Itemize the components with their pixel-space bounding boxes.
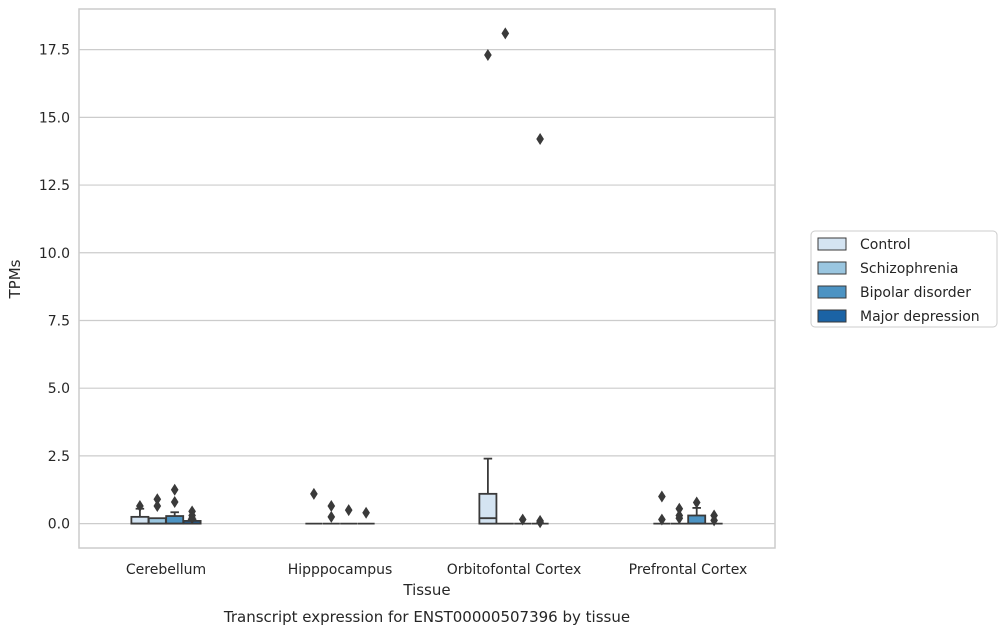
outlier-point bbox=[675, 512, 684, 525]
outlier-point bbox=[170, 483, 179, 496]
box bbox=[496, 27, 514, 525]
box-iqr bbox=[478, 492, 498, 525]
x-tick-label: Orbitofontal Cortex bbox=[447, 562, 582, 578]
legend: Control Schizophrenia Bipolar disorder Majo… bbox=[810, 230, 998, 328]
y-tick-label: 0.0 bbox=[48, 517, 70, 533]
outlier-point bbox=[710, 514, 718, 527]
legend-swatch bbox=[817, 285, 847, 299]
grid-lines bbox=[79, 49, 775, 525]
plot-area-frame bbox=[78, 8, 776, 549]
legend-entry: Schizophrenia bbox=[860, 261, 958, 277]
outlier-point bbox=[153, 500, 162, 513]
outlier-point bbox=[362, 506, 370, 519]
y-tick-label: 5.0 bbox=[48, 381, 70, 397]
y-tick-label: 10.0 bbox=[39, 246, 70, 262]
box bbox=[687, 496, 707, 525]
box-iqr bbox=[165, 515, 185, 525]
outlier-point bbox=[518, 513, 527, 526]
box bbox=[165, 483, 185, 525]
box bbox=[322, 500, 340, 525]
series-group bbox=[130, 49, 671, 526]
y-tick-label: 15.0 bbox=[39, 110, 70, 126]
outlier-point bbox=[170, 495, 179, 508]
box bbox=[514, 513, 532, 526]
series-group bbox=[182, 133, 723, 529]
box bbox=[478, 49, 498, 525]
legend-frame bbox=[810, 230, 998, 328]
legend-entry: Control bbox=[860, 237, 911, 253]
legend-swatch bbox=[817, 237, 847, 251]
box bbox=[705, 509, 723, 527]
legend-swatch bbox=[817, 261, 847, 275]
outlier-point bbox=[327, 500, 336, 513]
y-tick-label: 17.5 bbox=[39, 43, 70, 59]
box bbox=[670, 502, 688, 525]
outlier-point bbox=[501, 27, 510, 40]
y-tick-label: 7.5 bbox=[48, 313, 70, 329]
outlier-point bbox=[136, 500, 144, 513]
outlier-point bbox=[327, 510, 336, 523]
x-tick-labels: Cerebellum Hipppocampus Orbitofontal Corte… bbox=[126, 562, 747, 578]
x-tick-label: Hipppocampus bbox=[288, 562, 393, 578]
x-tick-label: Prefrontal Cortex bbox=[629, 562, 748, 578]
box bbox=[531, 133, 549, 529]
outlier-point bbox=[658, 513, 666, 526]
outlier-point bbox=[484, 49, 492, 62]
outlier-point bbox=[536, 133, 544, 146]
outlier-point bbox=[692, 496, 701, 509]
legend-swatch bbox=[817, 309, 847, 323]
box bbox=[182, 505, 202, 525]
series-group bbox=[147, 27, 688, 525]
box bbox=[130, 500, 150, 525]
figure-caption: Transcript expression for ENST0000050739… bbox=[223, 608, 630, 626]
y-tick-label: 12.5 bbox=[39, 178, 70, 194]
outlier-point bbox=[188, 512, 196, 525]
outlier-point bbox=[310, 487, 318, 500]
outlier-point bbox=[536, 516, 544, 529]
box bbox=[357, 506, 375, 525]
series-group bbox=[165, 483, 707, 526]
outlier-point bbox=[658, 490, 666, 503]
box-iqr bbox=[687, 514, 707, 525]
legend-entry: Bipolar disorder bbox=[860, 285, 971, 301]
box-iqr bbox=[130, 515, 150, 525]
y-tick-labels: 0.0 2.5 5.0 7.5 10.0 12.5 15.0 17.5 bbox=[39, 43, 70, 533]
y-axis-label: TPMs bbox=[6, 259, 24, 299]
legend-entry: Major depression bbox=[860, 309, 980, 325]
box bbox=[305, 487, 323, 525]
box bbox=[340, 504, 358, 525]
box bbox=[653, 490, 671, 526]
box-series bbox=[130, 27, 723, 529]
y-tick-label: 2.5 bbox=[48, 449, 70, 465]
x-axis-label: Tissue bbox=[402, 581, 450, 599]
x-tick-label: Cerebellum bbox=[126, 562, 206, 578]
outlier-point bbox=[344, 504, 353, 517]
box bbox=[147, 493, 167, 525]
